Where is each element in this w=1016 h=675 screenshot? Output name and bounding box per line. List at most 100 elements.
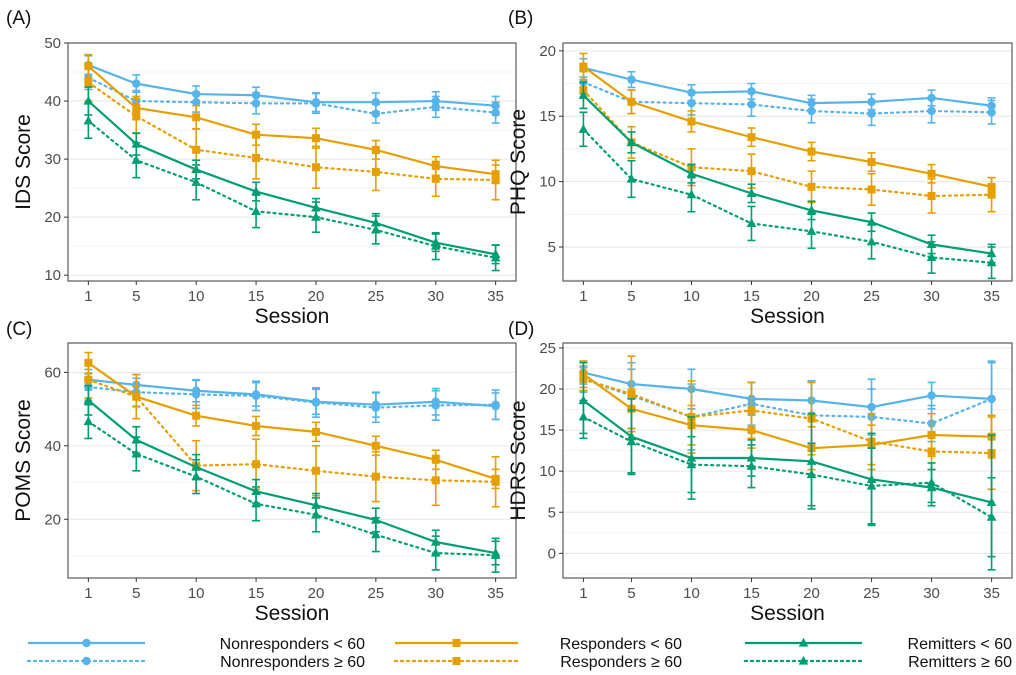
data-point	[251, 391, 261, 401]
y-tick-label: 0	[548, 545, 556, 562]
series-line	[87, 100, 496, 256]
panel-letter: (C)	[6, 319, 32, 340]
panel-letter: (D)	[508, 319, 534, 340]
data-point	[686, 189, 697, 199]
series-line	[582, 81, 993, 115]
legend-marker	[82, 638, 91, 648]
data-point	[191, 177, 201, 186]
y-tick-label: 5	[548, 504, 556, 521]
x-tick-label: 10	[683, 288, 700, 305]
data-point	[311, 398, 321, 407]
x-tick-label: 1	[84, 288, 92, 305]
legend-item: Nonresponders ≥ 60	[26, 654, 365, 671]
x-tick-label: 30	[923, 288, 940, 305]
y-tick-label: 25	[539, 340, 556, 357]
y-tick-label: 40	[44, 438, 61, 455]
x-tick-label: 10	[683, 585, 700, 602]
panel-border	[562, 342, 1013, 579]
y-tick-label: 50	[44, 35, 61, 52]
legend-marker	[798, 637, 809, 647]
y-tick-label: 20	[44, 511, 61, 528]
x-tick-label: 30	[923, 585, 940, 602]
x-tick-label: 1	[579, 585, 587, 602]
legend-label: Remitters ≥ 60	[908, 654, 1012, 671]
data-point	[431, 174, 440, 183]
data-point	[251, 99, 261, 108]
data-point	[578, 411, 589, 421]
data-point	[987, 108, 996, 117]
x-axis-title: Session	[750, 602, 825, 625]
data-point	[686, 168, 697, 178]
data-point	[986, 257, 997, 267]
series-nonresponders-60	[84, 65, 500, 124]
y-tick-label: 15	[539, 422, 556, 439]
data-point	[191, 390, 201, 399]
panel-border	[67, 42, 517, 282]
series-nonresponders-60	[84, 368, 500, 421]
series-line	[87, 119, 497, 259]
x-tick-label: 20	[308, 585, 325, 602]
legend-marker	[82, 656, 91, 666]
y-axis-title: IDS Score	[12, 114, 35, 210]
data-point	[311, 211, 321, 221]
y-tick-label: 20	[539, 381, 556, 398]
x-tick-label: 10	[188, 585, 205, 602]
data-point	[807, 147, 816, 156]
data-point	[83, 395, 94, 404]
data-point	[371, 224, 381, 234]
y-tick-label: 10	[539, 174, 556, 191]
y-axis-title: POMS Score	[12, 399, 35, 522]
x-tick-label: 10	[188, 288, 205, 305]
data-point	[490, 550, 501, 559]
legend-label: Responders < 60	[560, 636, 682, 653]
data-point	[686, 459, 697, 469]
series-line	[582, 378, 993, 455]
data-point	[578, 90, 589, 99]
x-tick-label: 20	[308, 288, 325, 305]
data-point	[83, 95, 94, 105]
data-point	[131, 155, 142, 164]
legend-label: Nonresponders < 60	[220, 636, 366, 653]
data-point	[806, 226, 817, 235]
series-line	[582, 65, 992, 188]
data-point	[747, 167, 756, 176]
data-point	[927, 169, 936, 178]
series-line	[87, 65, 496, 176]
series-line	[582, 373, 992, 450]
data-point	[746, 461, 757, 470]
x-tick-label: 15	[743, 585, 760, 602]
legend-marker	[452, 639, 461, 647]
data-point	[807, 106, 816, 116]
legend-item: Remitters < 60	[745, 636, 1012, 653]
data-point	[491, 400, 500, 409]
x-axis-title: Session	[255, 305, 330, 328]
data-point	[371, 109, 381, 119]
data-point	[807, 182, 816, 191]
panel-letter: (B)	[508, 8, 533, 29]
data-point	[311, 427, 320, 436]
data-point	[627, 75, 636, 84]
legend-label: Responders ≥ 60	[560, 654, 682, 671]
x-axis-title: Session	[750, 305, 825, 328]
series-remitters-60	[83, 384, 501, 566]
legend-label: Nonresponders ≥ 60	[220, 654, 365, 671]
data-point	[927, 391, 936, 400]
data-point	[251, 206, 261, 215]
data-point	[627, 389, 636, 398]
legend-marker	[798, 655, 809, 665]
series-line	[87, 399, 496, 555]
data-point	[371, 403, 381, 412]
series-line	[582, 128, 993, 264]
data-point	[192, 411, 201, 420]
data-point	[431, 476, 440, 485]
series-line	[87, 420, 497, 557]
data-point	[431, 102, 440, 112]
data-point	[626, 436, 637, 446]
series-line	[87, 76, 497, 115]
data-point	[431, 401, 440, 410]
data-point	[251, 186, 261, 196]
data-point	[490, 252, 501, 262]
x-tick-label: 25	[368, 585, 385, 602]
